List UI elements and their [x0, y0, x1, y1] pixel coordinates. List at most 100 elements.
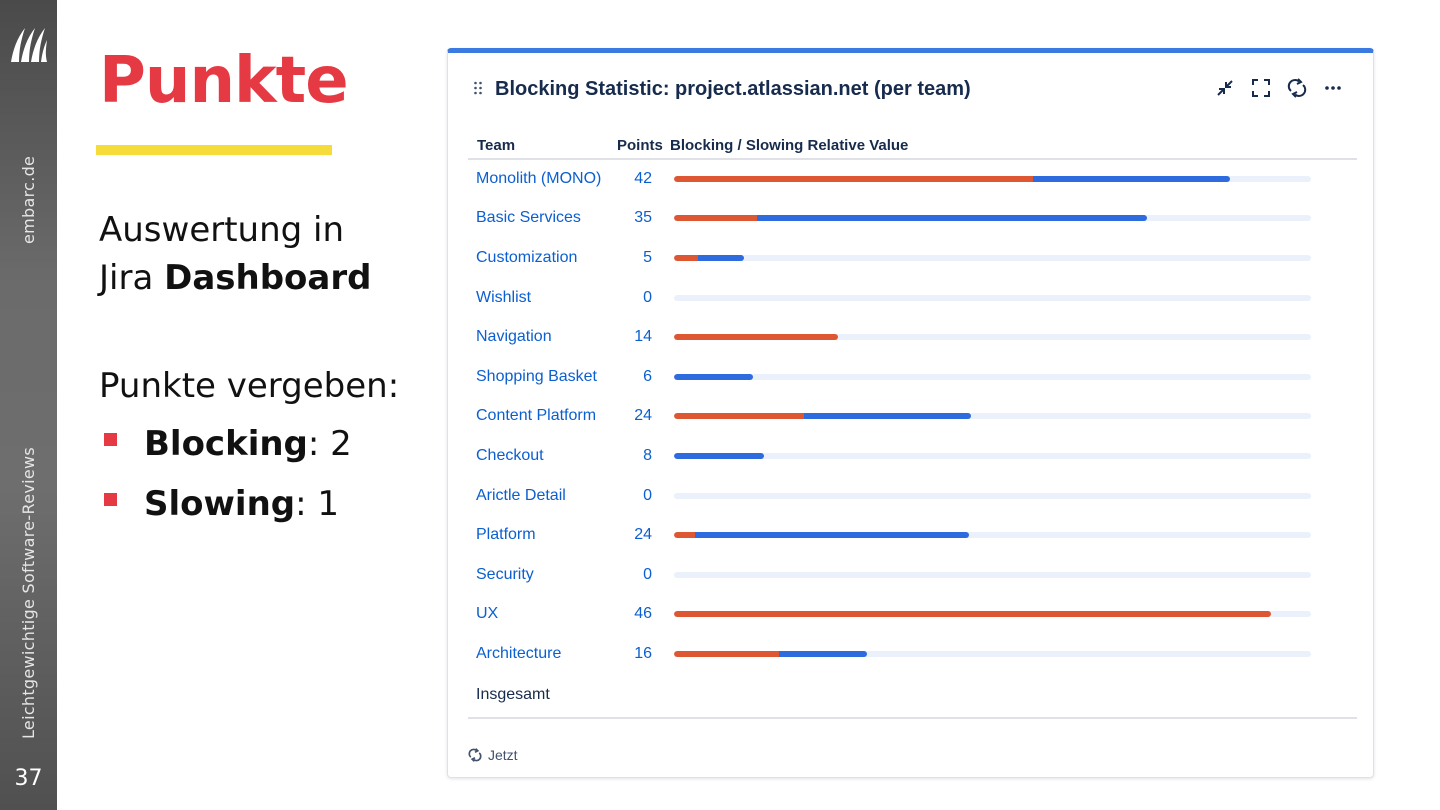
site-label: embarc.de — [19, 155, 38, 244]
table-row: Basic Services 35 — [468, 199, 1357, 239]
column-header-team: Team — [468, 132, 617, 160]
relative-value-cell — [670, 555, 1357, 595]
gadget-header: Blocking Statistic: project.atlassian.ne… — [448, 53, 1373, 123]
slowing-bar — [756, 215, 1147, 222]
table-row: Navigation 14 — [468, 317, 1357, 357]
table-row: Shopping Basket 6 — [468, 357, 1357, 397]
table-body: Monolith (MONO) 42 Basic Services 35 Customi… — [468, 159, 1357, 674]
slide-title: Punkte — [99, 44, 349, 118]
column-header-points: Points — [617, 132, 670, 160]
sidebar: embarc.de Leichtgewichtige Software-Revi… — [0, 0, 57, 810]
minimize-button[interactable] — [1215, 77, 1235, 99]
evaluation-bold: Dashboard — [164, 258, 372, 298]
total-bar — [670, 673, 1357, 719]
bullet-bold: Slowing — [144, 484, 296, 524]
team-link[interactable]: Checkout — [476, 446, 544, 464]
slide-number: 37 — [14, 766, 43, 791]
team-points[interactable]: 6 — [643, 367, 652, 385]
bullet-square-icon — [104, 493, 117, 506]
relative-value-cell — [670, 278, 1357, 318]
relative-value-cell — [670, 238, 1357, 278]
gadget-toolbar — [1215, 77, 1343, 99]
points-list: Blocking: 2 Slowing: 1 — [100, 420, 352, 540]
minimize-icon — [1217, 80, 1233, 96]
title-underline — [96, 145, 332, 155]
points-heading: Punkte vergeben: — [99, 366, 400, 406]
table-row: Content Platform 24 — [468, 397, 1357, 437]
column-header-relative: Blocking / Slowing Relative Value — [670, 132, 1357, 160]
team-points[interactable]: 42 — [634, 170, 652, 188]
table-row: Arictle Detail 0 — [468, 476, 1357, 516]
team-link[interactable]: Platform — [476, 526, 536, 544]
gadget-title: Blocking Statistic: project.atlassian.ne… — [495, 78, 971, 100]
team-points[interactable]: 16 — [634, 644, 652, 662]
blocking-bar — [674, 650, 780, 657]
relative-value-cell — [670, 317, 1357, 357]
team-link[interactable]: Basic Services — [476, 209, 581, 227]
more-button[interactable] — [1323, 77, 1343, 99]
table-row: Customization 5 — [468, 238, 1357, 278]
team-points[interactable]: 8 — [643, 446, 652, 464]
gadget-footer: Jetzt — [468, 747, 518, 763]
slowing-bar — [1033, 176, 1231, 183]
fullscreen-icon — [1252, 79, 1270, 97]
relative-bar-track — [674, 334, 1311, 341]
blocking-bar — [674, 611, 1271, 618]
list-item: Slowing: 1 — [100, 480, 352, 540]
blocking-bar — [674, 413, 804, 420]
total-points — [617, 673, 670, 719]
table-row: Checkout 8 — [468, 436, 1357, 476]
team-link[interactable]: Security — [476, 565, 534, 583]
evaluation-line-1: Auswertung in — [99, 210, 345, 250]
team-link[interactable]: Navigation — [476, 328, 552, 346]
blocking-bar — [674, 532, 696, 539]
team-points[interactable]: 35 — [634, 209, 652, 227]
table-row: Security 0 — [468, 555, 1357, 595]
relative-bar-track — [674, 373, 1311, 380]
relative-value-cell — [670, 357, 1357, 397]
team-points[interactable]: 14 — [634, 328, 652, 346]
team-points[interactable]: 24 — [634, 526, 652, 544]
refresh-small-icon[interactable] — [468, 748, 482, 762]
team-link[interactable]: Content Platform — [476, 407, 597, 425]
relative-bar-track — [674, 611, 1311, 618]
bullet-bold: Blocking — [144, 424, 308, 464]
relative-value-cell — [670, 476, 1357, 516]
relative-bar-track — [674, 294, 1311, 301]
relative-value-cell — [670, 515, 1357, 555]
team-points[interactable]: 0 — [643, 288, 652, 306]
team-points[interactable]: 0 — [643, 486, 652, 504]
refresh-button[interactable] — [1287, 77, 1307, 99]
more-icon — [1325, 86, 1341, 90]
fullscreen-button[interactable] — [1251, 77, 1271, 99]
team-link[interactable]: Shopping Basket — [476, 367, 597, 385]
team-points[interactable]: 0 — [643, 565, 652, 583]
blocking-bar — [674, 254, 699, 261]
team-link[interactable]: UX — [476, 605, 499, 623]
table-header-row: Team Points Blocking / Slowing Relative … — [468, 132, 1357, 160]
slowing-bar — [779, 650, 867, 657]
relative-value-cell — [670, 397, 1357, 437]
relative-bar-track — [674, 215, 1311, 222]
team-points[interactable]: 5 — [643, 248, 652, 266]
table-row: Platform 24 — [468, 515, 1357, 555]
team-link[interactable]: Arictle Detail — [476, 486, 566, 504]
drag-handle-icon[interactable] — [473, 80, 483, 96]
slowing-bar — [674, 452, 764, 459]
relative-bar-track — [674, 452, 1311, 459]
refresh-time-label: Jetzt — [488, 747, 518, 763]
relative-value-cell — [670, 634, 1357, 674]
relative-bar-track — [674, 650, 1311, 657]
jira-gadget: Blocking Statistic: project.atlassian.ne… — [447, 48, 1374, 778]
bullet-square-icon — [104, 433, 117, 446]
relative-bar-track — [674, 571, 1311, 578]
team-link[interactable]: Wishlist — [476, 288, 532, 306]
table-row: UX 46 — [468, 595, 1357, 635]
bullet-rest: : 2 — [307, 424, 352, 464]
slowing-bar — [698, 254, 745, 261]
team-link[interactable]: Monolith (MONO) — [476, 170, 602, 188]
team-points[interactable]: 24 — [634, 407, 652, 425]
team-link[interactable]: Architecture — [476, 644, 562, 662]
team-link[interactable]: Customization — [476, 248, 578, 266]
team-points[interactable]: 46 — [634, 605, 652, 623]
